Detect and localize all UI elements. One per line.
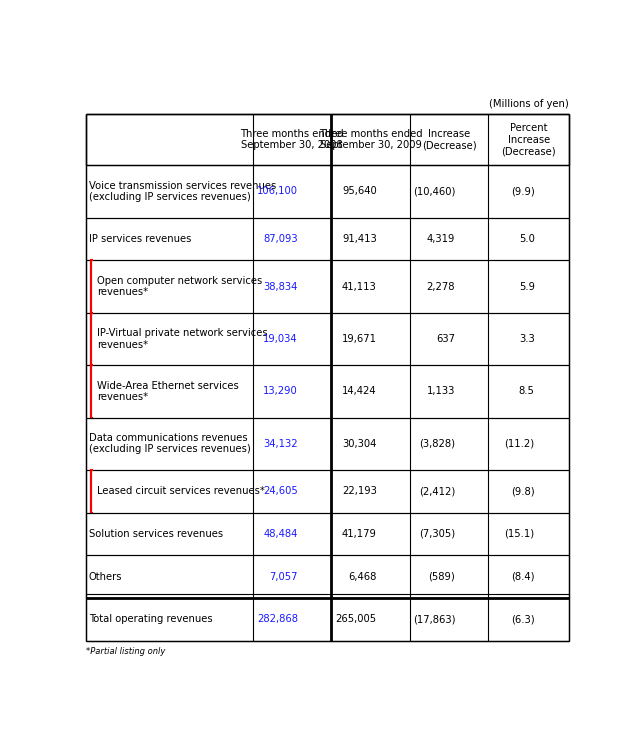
Text: 3.3: 3.3 [519,334,535,344]
Text: Solution services revenues: Solution services revenues [89,529,223,539]
Text: Three months ended
September 30, 2009: Three months ended September 30, 2009 [319,129,422,150]
Text: 34,132: 34,132 [263,438,298,449]
Text: 19,034: 19,034 [263,334,298,344]
Text: Data communications revenues
(excluding IP services revenues): Data communications revenues (excluding … [89,433,250,454]
Text: 5.0: 5.0 [519,234,535,244]
Text: (Millions of yen): (Millions of yen) [489,100,569,110]
Text: 2,278: 2,278 [427,281,455,292]
Text: (8.4): (8.4) [511,572,535,581]
Text: 8.5: 8.5 [519,386,535,396]
Text: (2,412): (2,412) [419,486,455,496]
Text: Increase
(Decrease): Increase (Decrease) [422,129,477,150]
Text: (9.8): (9.8) [511,486,535,496]
Text: 38,834: 38,834 [263,281,298,292]
Text: 41,179: 41,179 [342,529,376,539]
Text: 24,605: 24,605 [263,486,298,496]
Text: (15.1): (15.1) [505,529,535,539]
Text: Three months ended
September 30, 2008: Three months ended September 30, 2008 [240,129,344,150]
Text: 41,113: 41,113 [342,281,376,292]
Text: IP-Virtual private network services
revenues*: IP-Virtual private network services reve… [96,328,267,350]
Text: 5.9: 5.9 [519,281,535,292]
Text: Open computer network services
revenues*: Open computer network services revenues* [96,276,262,297]
Text: Voice transmission services revenues
(excluding IP services revenues): Voice transmission services revenues (ex… [89,181,276,202]
Text: 91,413: 91,413 [342,234,376,244]
Text: (17,863): (17,863) [413,615,455,624]
Text: (6.3): (6.3) [511,615,535,624]
Text: 95,640: 95,640 [342,187,376,197]
Text: 7,057: 7,057 [270,572,298,581]
Text: 19,671: 19,671 [342,334,376,344]
Text: 14,424: 14,424 [342,386,376,396]
Text: IP services revenues: IP services revenues [89,234,191,244]
Text: Leased circuit services revenues*: Leased circuit services revenues* [96,486,265,496]
Text: Wide-Area Ethernet services
revenues*: Wide-Area Ethernet services revenues* [96,380,238,402]
Text: *Partial listing only: *Partial listing only [86,646,166,655]
Text: Total operating revenues: Total operating revenues [89,615,212,624]
Text: 4,319: 4,319 [427,234,455,244]
Text: 637: 637 [436,334,455,344]
Text: 1,133: 1,133 [427,386,455,396]
Text: (11.2): (11.2) [505,438,535,449]
Text: 30,304: 30,304 [343,438,376,449]
Text: 6,468: 6,468 [348,572,376,581]
Text: 106,100: 106,100 [257,187,298,197]
Text: (9.9): (9.9) [511,187,535,197]
Text: (3,828): (3,828) [419,438,455,449]
Text: (10,460): (10,460) [413,187,455,197]
Text: (7,305): (7,305) [419,529,455,539]
Text: 87,093: 87,093 [263,234,298,244]
Text: 282,868: 282,868 [257,615,298,624]
Text: 265,005: 265,005 [335,615,376,624]
Text: 22,193: 22,193 [342,486,376,496]
Text: (589): (589) [429,572,455,581]
Text: 13,290: 13,290 [263,386,298,396]
Text: Percent
Increase
(Decrease): Percent Increase (Decrease) [502,123,556,156]
Text: 48,484: 48,484 [263,529,298,539]
Text: Others: Others [89,572,122,581]
